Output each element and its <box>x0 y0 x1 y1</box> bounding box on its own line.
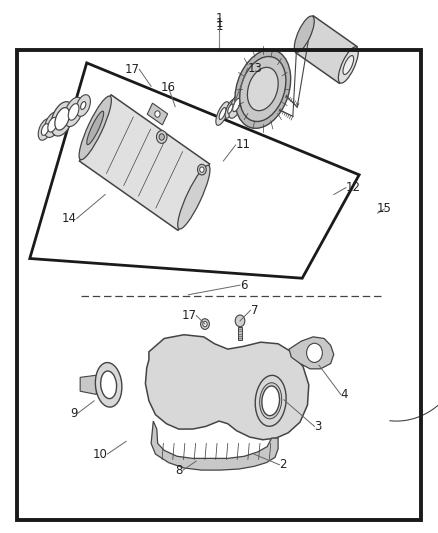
Ellipse shape <box>235 50 291 128</box>
Ellipse shape <box>233 99 240 111</box>
Text: 14: 14 <box>62 212 77 225</box>
Ellipse shape <box>95 362 122 407</box>
Circle shape <box>203 321 207 327</box>
Ellipse shape <box>81 102 86 109</box>
Text: 7: 7 <box>251 304 258 317</box>
Text: 1: 1 <box>215 12 223 25</box>
Ellipse shape <box>225 99 236 118</box>
Text: 13: 13 <box>247 62 262 75</box>
Ellipse shape <box>178 165 210 229</box>
Polygon shape <box>151 421 278 470</box>
Text: 9: 9 <box>71 407 78 419</box>
Ellipse shape <box>48 117 57 132</box>
Text: 15: 15 <box>377 203 392 215</box>
Ellipse shape <box>87 111 104 144</box>
Text: 16: 16 <box>161 82 176 94</box>
Ellipse shape <box>155 111 160 117</box>
Ellipse shape <box>68 103 79 120</box>
Ellipse shape <box>343 55 353 75</box>
Text: 1: 1 <box>215 18 223 30</box>
Text: 17: 17 <box>181 309 196 322</box>
Ellipse shape <box>51 102 74 136</box>
Polygon shape <box>79 95 210 230</box>
Circle shape <box>235 315 245 327</box>
Ellipse shape <box>307 343 322 362</box>
Text: 6: 6 <box>240 279 247 292</box>
Ellipse shape <box>339 47 358 83</box>
Text: 8: 8 <box>176 464 183 477</box>
Ellipse shape <box>55 108 70 130</box>
Ellipse shape <box>240 96 246 107</box>
Ellipse shape <box>38 119 52 140</box>
Circle shape <box>159 134 164 140</box>
Circle shape <box>201 319 209 329</box>
Ellipse shape <box>219 108 226 119</box>
Ellipse shape <box>260 383 282 419</box>
Text: 3: 3 <box>314 420 322 433</box>
Ellipse shape <box>247 67 278 111</box>
Polygon shape <box>238 327 242 340</box>
Text: 1: 1 <box>215 20 223 33</box>
Ellipse shape <box>228 104 233 114</box>
Text: 10: 10 <box>92 448 107 461</box>
Text: 4: 4 <box>341 388 348 401</box>
Polygon shape <box>145 335 309 440</box>
Text: 17: 17 <box>124 63 139 76</box>
Ellipse shape <box>76 95 90 116</box>
Polygon shape <box>147 103 168 125</box>
Ellipse shape <box>229 92 244 118</box>
Circle shape <box>156 131 167 143</box>
Circle shape <box>200 167 204 172</box>
Polygon shape <box>296 15 357 84</box>
Ellipse shape <box>240 56 286 122</box>
Text: 11: 11 <box>236 139 251 151</box>
Ellipse shape <box>79 96 111 160</box>
Ellipse shape <box>41 124 49 135</box>
Ellipse shape <box>64 98 83 126</box>
Polygon shape <box>289 337 334 369</box>
Ellipse shape <box>216 102 229 125</box>
Bar <box>17 50 421 520</box>
Polygon shape <box>80 375 96 394</box>
Ellipse shape <box>237 90 249 112</box>
Ellipse shape <box>255 375 286 426</box>
Ellipse shape <box>44 112 61 138</box>
Text: 12: 12 <box>346 181 361 194</box>
Ellipse shape <box>294 16 314 52</box>
Circle shape <box>198 164 206 175</box>
Ellipse shape <box>101 371 117 399</box>
Text: 2: 2 <box>279 458 287 471</box>
Ellipse shape <box>262 386 279 416</box>
